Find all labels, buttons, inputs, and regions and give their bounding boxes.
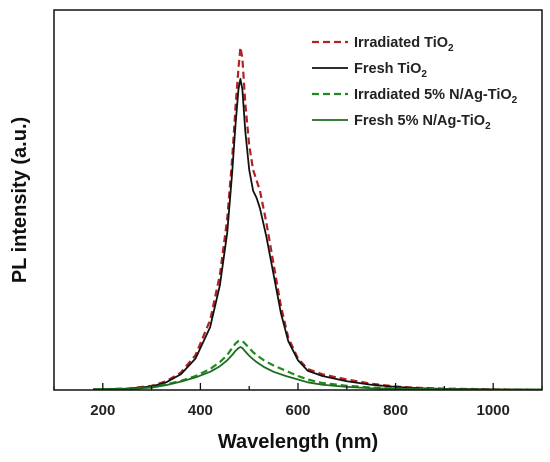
legend: Irradiated TiO2 Fresh TiO2 Irradiated 5% N…: [312, 35, 518, 132]
legend-label-3: Irradiated 5% N/Ag-TiO2: [354, 87, 518, 106]
plot-frame: [53, 9, 543, 391]
x-tick-label: 600: [285, 402, 310, 419]
y-axis-title: PL intensity (a.u.): [9, 117, 31, 283]
series-line-2: [93, 77, 542, 390]
x-axis-ticks: 200 400 600 800 1000: [53, 383, 543, 419]
series-line-3: [93, 339, 542, 390]
series-layer: [93, 46, 542, 390]
series-line-1: [93, 46, 542, 390]
x-tick-label: 400: [188, 402, 213, 419]
x-tick-label: 800: [383, 402, 408, 419]
x-tick-label: 200: [90, 402, 115, 419]
legend-label-2: Fresh TiO2: [354, 61, 427, 80]
x-axis-title: Wavelength (nm): [218, 431, 378, 453]
legend-label-1: Irradiated TiO2: [354, 35, 454, 54]
legend-label-4: Fresh 5% N/Ag-TiO2: [354, 113, 491, 132]
series-line-4: [93, 346, 542, 390]
x-tick-label: 1000: [477, 402, 510, 419]
